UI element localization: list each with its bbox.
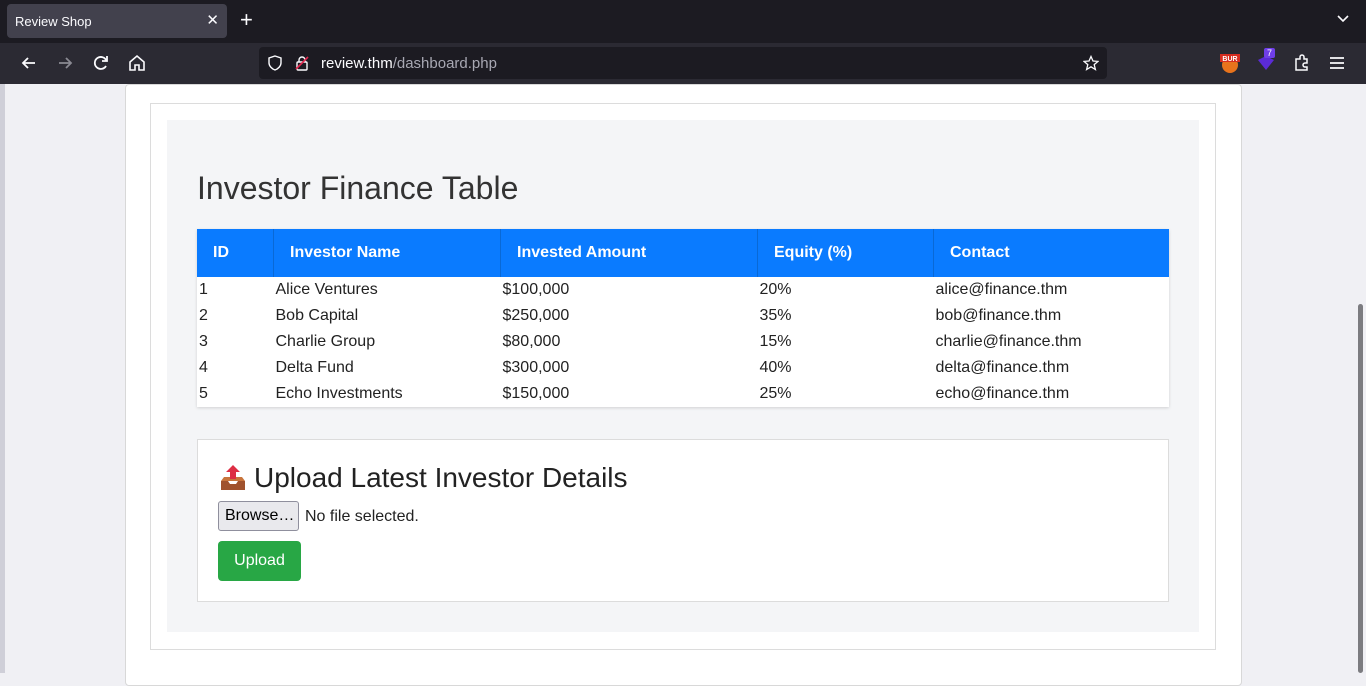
foxyproxy-extension-icon[interactable]: 7: [1255, 48, 1277, 74]
cell-equity: 25%: [759, 385, 792, 402]
cell-equity: 20%: [759, 281, 792, 298]
cell-name: Bob Capital: [275, 307, 359, 324]
tab-title: Review Shop: [15, 14, 92, 29]
cell-contact: bob@finance.thm: [935, 307, 1062, 324]
outbox-tray-icon: [221, 465, 245, 490]
cell-contact: delta@finance.thm: [935, 359, 1070, 376]
tab-bar: Review Shop ✕ +: [0, 0, 1366, 43]
menu-icon[interactable]: [1326, 52, 1348, 74]
cell-id: 4: [199, 359, 208, 376]
table-header-row: ID Investor Name Invested Amount Equity …: [197, 229, 1169, 277]
url-path: /dashboard.php: [392, 55, 497, 72]
cell-contact: charlie@finance.thm: [935, 333, 1082, 350]
table-row: 3 Charlie Group $80,000 15% charlie@fina…: [197, 329, 1169, 355]
cell-name: Alice Ventures: [275, 281, 378, 298]
tab-close-icon[interactable]: ✕: [206, 12, 219, 29]
cell-name: Charlie Group: [275, 333, 376, 350]
cell-name: Delta Fund: [275, 359, 354, 376]
home-icon[interactable]: [127, 53, 147, 73]
cell-contact: echo@finance.thm: [935, 385, 1070, 402]
url-bar[interactable]: review.thm/dashboard.php: [259, 47, 1107, 79]
browser-tab[interactable]: Review Shop ✕: [7, 4, 227, 38]
svg-text:BUR: BUR: [1222, 56, 1237, 63]
scrollbar[interactable]: [1355, 84, 1366, 673]
extensions-icon[interactable]: [1291, 52, 1313, 74]
upload-button[interactable]: Upload: [218, 541, 301, 581]
shield-icon[interactable]: [267, 55, 283, 71]
cell-amount: $300,000: [502, 359, 570, 376]
left-edge: [0, 84, 5, 673]
table-row: 4 Delta Fund $300,000 40% delta@finance.…: [197, 355, 1169, 381]
cell-amount: $150,000: [502, 385, 570, 402]
table-row: 2 Bob Capital $250,000 35% bob@finance.t…: [197, 303, 1169, 329]
cell-id: 2: [199, 307, 208, 324]
url-text[interactable]: review.thm/dashboard.php: [321, 55, 497, 72]
column-header-name: Investor Name: [273, 229, 501, 277]
cell-contact: alice@finance.thm: [935, 281, 1068, 298]
investor-table: ID Investor Name Invested Amount Equity …: [197, 229, 1169, 407]
lock-icon[interactable]: [294, 55, 310, 71]
column-header-equity: Equity (%): [757, 229, 934, 277]
chevron-down-icon[interactable]: [1336, 12, 1350, 26]
browse-file-button[interactable]: Browse…: [218, 501, 299, 531]
extension-badge: 7: [1264, 48, 1276, 58]
back-icon[interactable]: [19, 53, 39, 73]
file-status: No file selected.: [305, 508, 419, 525]
forward-icon[interactable]: [55, 53, 75, 73]
shield-extension-icon: [1258, 56, 1274, 70]
page-title: Investor Finance Table: [197, 170, 519, 206]
upload-form: Upload Latest Investor Details Browse… N…: [197, 439, 1169, 602]
reload-icon[interactable]: [91, 53, 111, 73]
scrollbar-thumb[interactable]: [1358, 304, 1363, 673]
cell-amount: $250,000: [502, 307, 570, 324]
upload-title-text: Upload Latest Investor Details: [254, 462, 628, 493]
table-row: 5 Echo Investments $150,000 25% echo@fin…: [197, 381, 1169, 407]
url-domain: review.thm: [321, 55, 393, 72]
cell-name: Echo Investments: [275, 385, 403, 402]
column-header-id: ID: [197, 229, 274, 277]
cell-amount: $80,000: [502, 333, 561, 350]
cell-equity: 35%: [759, 307, 792, 324]
table-row: 1 Alice Ventures $100,000 20% alice@fina…: [197, 277, 1169, 303]
cell-amount: $100,000: [502, 281, 570, 298]
burp-extension-icon[interactable]: BUR: [1219, 52, 1241, 74]
cell-equity: 40%: [759, 359, 792, 376]
new-tab-button[interactable]: +: [240, 7, 253, 32]
star-icon[interactable]: [1083, 55, 1099, 71]
column-header-amount: Invested Amount: [500, 229, 758, 277]
cell-equity: 15%: [759, 333, 792, 350]
cell-id: 5: [199, 385, 208, 402]
column-header-contact: Contact: [933, 229, 1169, 277]
upload-heading: Upload Latest Investor Details: [218, 462, 628, 494]
cell-id: 3: [199, 333, 208, 350]
cell-id: 1: [199, 281, 208, 298]
navigation-toolbar: review.thm/dashboard.php BUR 7: [0, 43, 1366, 84]
